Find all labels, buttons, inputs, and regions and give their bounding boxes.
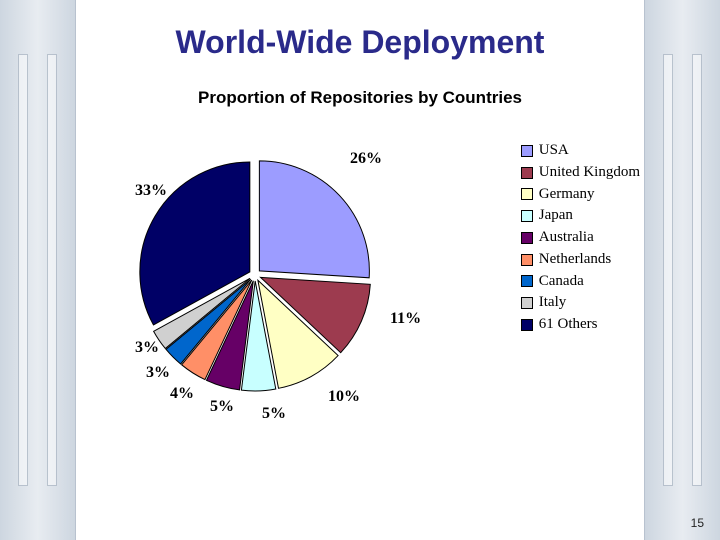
slice-label: 4% [170, 385, 194, 403]
chart-title: Proportion of Repositories by Countries [80, 88, 640, 108]
legend-swatch [521, 254, 533, 266]
slice-label: 33% [135, 182, 167, 200]
legend-swatch [521, 188, 533, 200]
legend-item: Australia [521, 227, 640, 249]
decorative-pillar-left [0, 0, 76, 540]
legend: USAUnited KingdomGermanyJapanAustraliaNe… [521, 140, 640, 336]
legend-label: United Kingdom [539, 162, 640, 184]
legend-label: Italy [539, 292, 567, 314]
slice-label: 5% [210, 398, 234, 416]
page-number: 15 [691, 516, 704, 530]
slice-label: 3% [146, 364, 170, 382]
legend-label: Japan [539, 205, 573, 227]
slide: World-Wide Deployment Proportion of Repo… [0, 0, 720, 540]
slice-label: 26% [350, 150, 382, 168]
legend-label: USA [539, 140, 569, 162]
slice-label: 5% [262, 405, 286, 423]
legend-swatch [521, 275, 533, 287]
legend-label: Germany [539, 184, 595, 206]
legend-swatch [521, 210, 533, 222]
pie-slice [259, 161, 369, 278]
legend-swatch [521, 297, 533, 309]
legend-item: Italy [521, 292, 640, 314]
legend-item: Japan [521, 205, 640, 227]
pie-svg [100, 130, 440, 440]
legend-item: Netherlands [521, 249, 640, 271]
pie-chart: USAUnited KingdomGermanyJapanAustraliaNe… [100, 130, 640, 450]
slice-label: 3% [135, 339, 159, 357]
legend-swatch [521, 145, 533, 157]
legend-item: Germany [521, 184, 640, 206]
legend-label: Australia [539, 227, 594, 249]
slice-label: 10% [328, 388, 360, 406]
legend-swatch [521, 232, 533, 244]
legend-label: Netherlands [539, 249, 611, 271]
legend-label: 61 Others [539, 314, 598, 336]
slide-title: World-Wide Deployment [80, 24, 640, 61]
legend-label: Canada [539, 271, 584, 293]
legend-item: Canada [521, 271, 640, 293]
slice-label: 11% [390, 310, 421, 328]
legend-item: 61 Others [521, 314, 640, 336]
legend-swatch [521, 167, 533, 179]
legend-swatch [521, 319, 533, 331]
legend-item: USA [521, 140, 640, 162]
legend-item: United Kingdom [521, 162, 640, 184]
decorative-pillar-right [644, 0, 720, 540]
